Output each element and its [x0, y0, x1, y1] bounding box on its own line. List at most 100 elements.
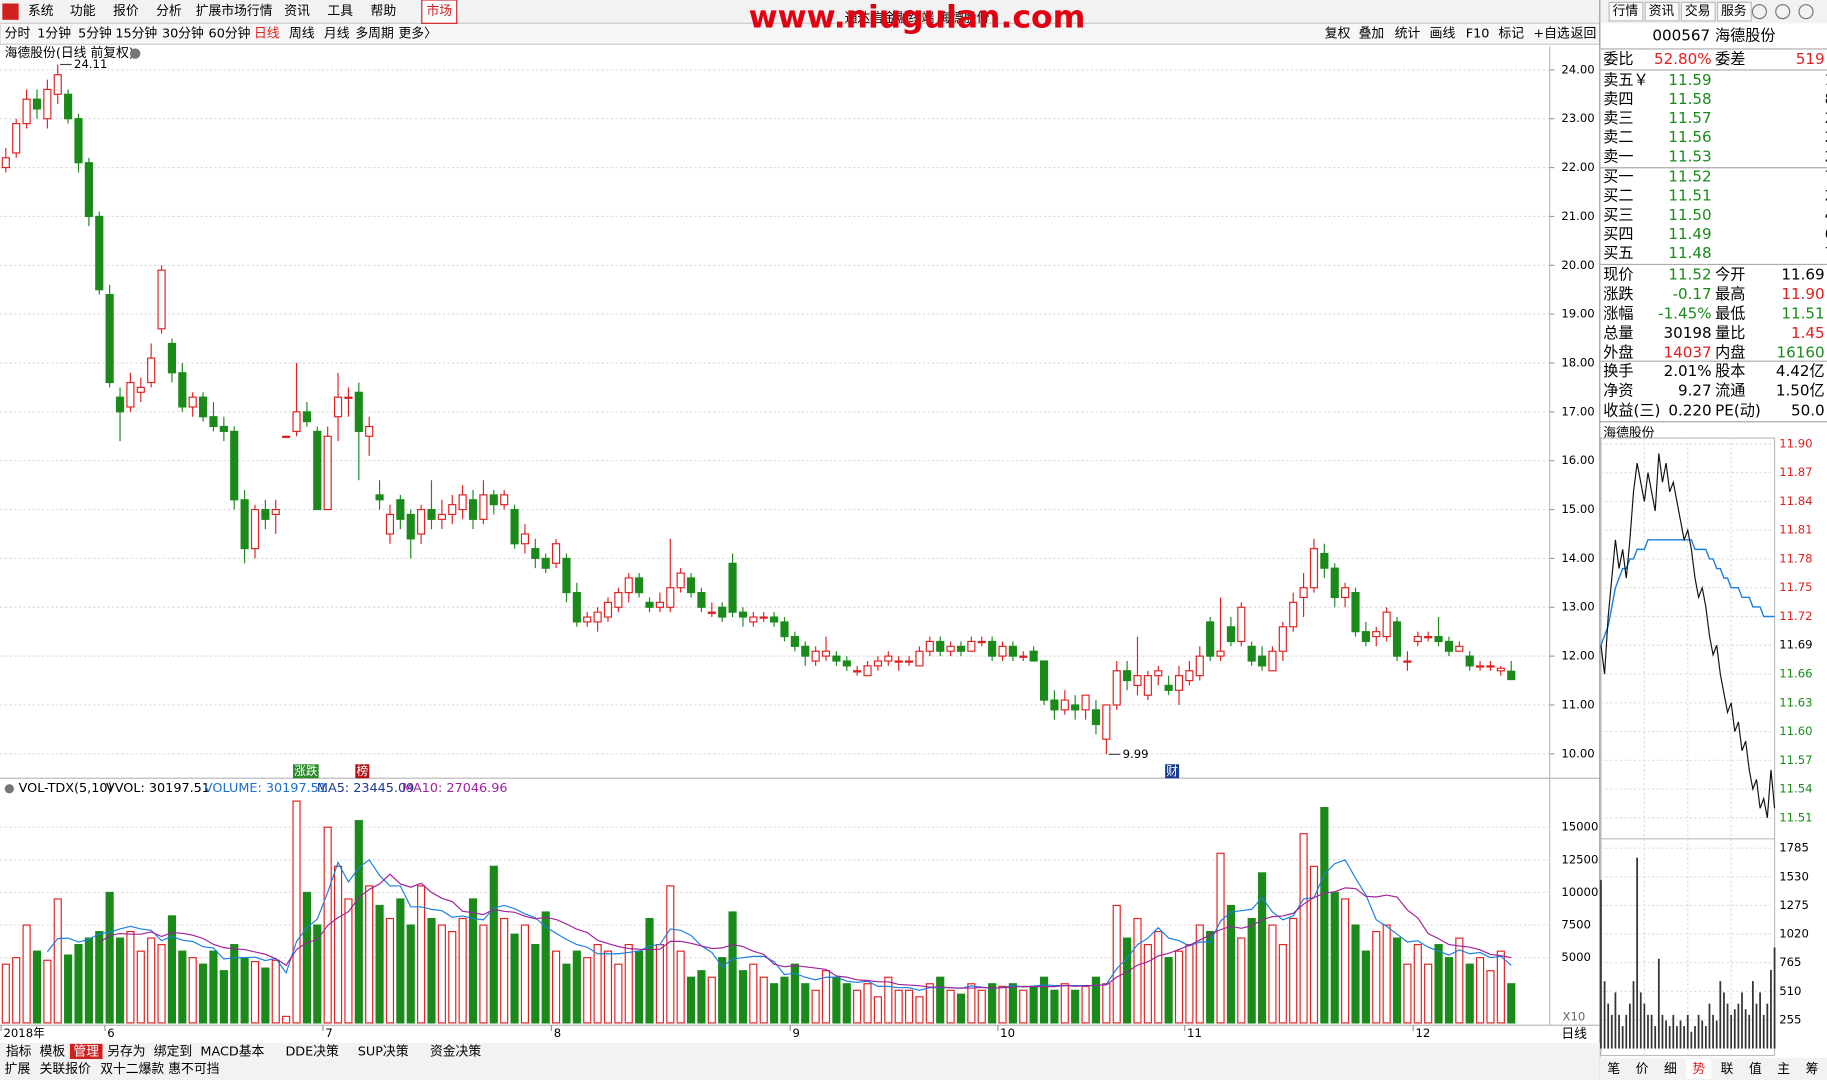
- event-marker[interactable]: [1165, 764, 1180, 779]
- bottom-tab[interactable]: 扩展: [5, 1062, 31, 1077]
- menu-item[interactable]: 帮助: [371, 4, 397, 19]
- quote-cell: 43.1万: [1825, 206, 1827, 224]
- window-control[interactable]: [1798, 4, 1814, 20]
- period-tab[interactable]: 多周期: [355, 26, 393, 41]
- candle-body: [1247, 645, 1256, 662]
- event-label[interactable]: 财: [1166, 764, 1178, 778]
- bottom-tab[interactable]: SUP决策: [358, 1044, 409, 1060]
- right-tab[interactable]: 联: [1721, 1062, 1734, 1077]
- watermark: www.niugulan.com: [749, 0, 1086, 36]
- bottom-tab[interactable]: 指标: [6, 1045, 32, 1060]
- bottom-tab[interactable]: 双十二爆款 惠不可挡: [100, 1062, 219, 1077]
- right-tab[interactable]: 价: [1636, 1062, 1649, 1077]
- bottom-tab[interactable]: 资金决策: [430, 1044, 481, 1060]
- menu-item[interactable]: 系统: [28, 4, 54, 19]
- candle-body: [302, 411, 311, 423]
- top-button[interactable]: [1608, 1, 1644, 22]
- period-tab[interactable]: 1分钟: [37, 25, 71, 41]
- period-tab[interactable]: 5分钟: [78, 25, 112, 41]
- period-tab[interactable]: 30分钟: [162, 25, 204, 41]
- right-tab[interactable]: 主: [1777, 1062, 1790, 1077]
- event-label[interactable]: 榜: [356, 764, 368, 778]
- market-tab-label[interactable]: 市场: [426, 3, 452, 19]
- bottom-tab[interactable]: DDE决策: [285, 1044, 339, 1060]
- period-tab[interactable]: 日线: [254, 26, 280, 41]
- candle-body: [697, 592, 706, 608]
- tool-button[interactable]: F10: [1466, 26, 1490, 41]
- quote-cell: 519: [1796, 50, 1825, 68]
- tool-button[interactable]: 统计: [1395, 26, 1421, 41]
- candle-body: [1029, 650, 1038, 662]
- candle-body: [1496, 667, 1505, 672]
- bottom-tab[interactable]: 关联报价: [40, 1062, 91, 1077]
- tool-button[interactable]: +自选: [1533, 26, 1570, 41]
- top-button[interactable]: [1716, 1, 1752, 22]
- top-button-label[interactable]: 行情: [1613, 4, 1639, 19]
- volume-bar: [541, 911, 550, 1024]
- event-label[interactable]: 涨跌: [294, 764, 318, 778]
- top-button-label[interactable]: 交易: [1685, 3, 1711, 19]
- candle-body: [199, 396, 208, 418]
- quote-cell: 7.4万: [1825, 168, 1827, 186]
- volume-bar: [1351, 924, 1360, 1024]
- volume-bar: [74, 944, 83, 1024]
- menu-item[interactable]: 功能: [70, 4, 96, 19]
- top-button-label[interactable]: 服务: [1721, 3, 1747, 19]
- bottom-tab[interactable]: 另存为: [107, 1045, 145, 1060]
- menu-item[interactable]: 工具: [327, 4, 353, 19]
- right-tab[interactable]: 笔: [1607, 1061, 1620, 1077]
- period-tab[interactable]: 15分钟: [115, 25, 157, 41]
- tool-button[interactable]: 标记: [1498, 26, 1524, 41]
- window-control[interactable]: [1751, 4, 1767, 20]
- candle-body: [1050, 699, 1059, 711]
- period-tab[interactable]: 周线: [289, 26, 315, 41]
- candle-body: [738, 611, 748, 618]
- vol-dropdown[interactable]: [4, 784, 14, 794]
- candle-body: [458, 494, 467, 511]
- candle-body: [863, 665, 872, 677]
- period-tab[interactable]: 分时: [5, 26, 31, 41]
- menu-item[interactable]: 报价: [113, 4, 139, 19]
- volume-bar: [977, 989, 986, 1024]
- candle-body: [583, 616, 592, 623]
- quote-cell: 涨跌: [1603, 285, 1633, 303]
- tool-button[interactable]: 画线: [1430, 26, 1456, 41]
- tool-button[interactable]: 复权: [1325, 25, 1351, 41]
- period-tab[interactable]: 60分钟: [209, 25, 251, 41]
- top-button[interactable]: [1644, 1, 1680, 22]
- y-tick-label: 1530: [1779, 869, 1809, 883]
- window-control[interactable]: [1775, 4, 1791, 20]
- volume-bar: [1019, 989, 1028, 1024]
- period-tab[interactable]: 月线: [324, 26, 350, 41]
- volume-bar: [282, 1015, 291, 1024]
- right-tab[interactable]: 值: [1749, 1061, 1762, 1077]
- bottom-tab[interactable]: MACD基本: [200, 1045, 264, 1060]
- event-marker[interactable]: [293, 764, 319, 779]
- tool-button[interactable]: 返回: [1571, 26, 1597, 41]
- y-tick-label: 7500: [1561, 918, 1591, 932]
- period-tab[interactable]: 更多〉: [398, 26, 436, 41]
- right-tab[interactable]: 筹: [1806, 1061, 1819, 1077]
- bottom-tab[interactable]: 绑定到: [154, 1045, 192, 1060]
- menu-item[interactable]: 资讯: [284, 4, 310, 19]
- volume-bar: [115, 937, 125, 1024]
- tool-button[interactable]: 叠加: [1359, 26, 1385, 41]
- right-tab[interactable]: 势: [1692, 1061, 1705, 1077]
- volume-bar: [396, 898, 405, 1024]
- right-tab[interactable]: 细: [1664, 1062, 1677, 1077]
- menu-item[interactable]: 扩展市场行情: [196, 3, 273, 19]
- candle-body: [593, 611, 602, 623]
- quote-cell: 11.52: [1668, 168, 1711, 186]
- title-dropdown[interactable]: [129, 48, 141, 59]
- market-tab[interactable]: [421, 0, 458, 24]
- top-button[interactable]: [1680, 1, 1716, 22]
- bottom-tab[interactable]: 模板: [40, 1045, 66, 1060]
- menu-item[interactable]: 分析: [156, 4, 182, 19]
- volume-bar: [1465, 963, 1474, 1024]
- candle-body: [1257, 655, 1267, 667]
- y-tick-label: 11.84: [1779, 494, 1812, 508]
- bottom-tab[interactable]: 管理: [73, 1045, 99, 1060]
- top-button-label[interactable]: 资讯: [1649, 4, 1675, 19]
- event-marker[interactable]: [355, 764, 370, 779]
